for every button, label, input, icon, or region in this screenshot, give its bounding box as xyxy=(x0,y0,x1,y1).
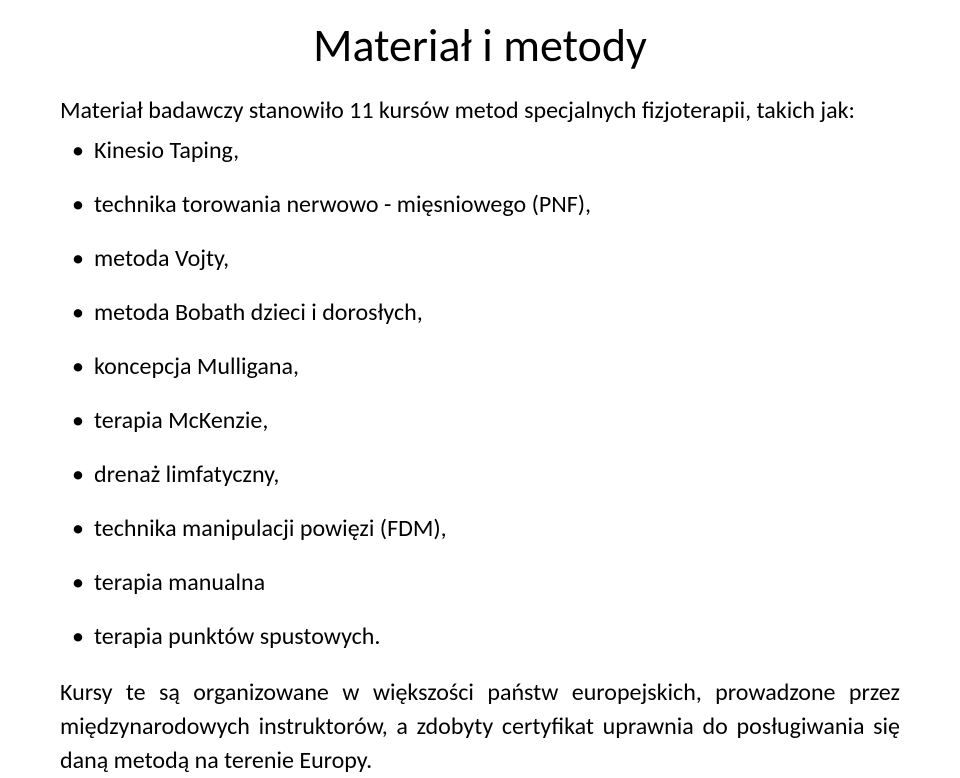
list-item: terapia manualna xyxy=(60,568,900,598)
list-item: terapia McKenzie, xyxy=(60,406,900,436)
list-item: terapia punktów spustowych. xyxy=(60,622,900,652)
slide-title: Materiał i metody xyxy=(60,18,900,74)
list-item: technika torowania nerwowo - mięsniowego… xyxy=(60,190,900,220)
list-item: metoda Bobath dzieci i dorosłych, xyxy=(60,298,900,328)
list-item: technika manipulacji powięzi (FDM), xyxy=(60,514,900,544)
slide-container: Materiał i metody Materiał badawczy stan… xyxy=(0,0,960,767)
list-item: metoda Vojty, xyxy=(60,244,900,274)
footnote-paragraph: Kursy te są organizowane w większości pa… xyxy=(60,676,900,778)
bullet-list: Kinesio Taping, technika torowania nerwo… xyxy=(60,136,900,652)
list-item: Kinesio Taping, xyxy=(60,136,900,166)
list-item: koncepcja Mulligana, xyxy=(60,352,900,382)
intro-paragraph: Materiał badawczy stanowiło 11 kursów me… xyxy=(60,96,900,126)
list-item: drenaż limfatyczny, xyxy=(60,460,900,490)
